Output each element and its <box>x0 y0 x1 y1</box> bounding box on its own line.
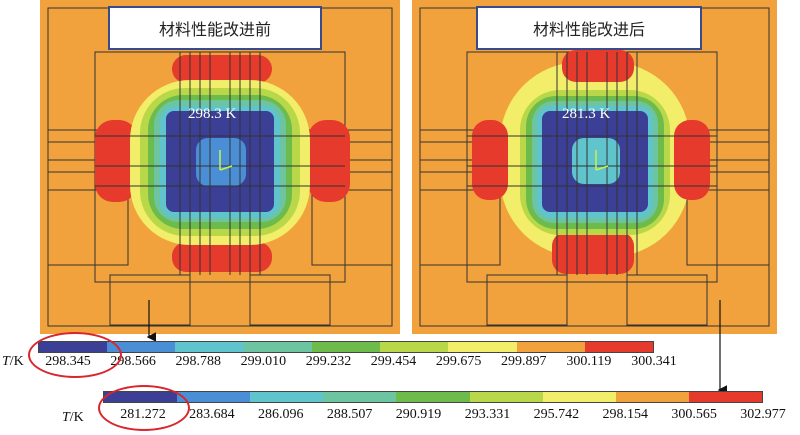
scale-tick-label: 288.507 <box>326 407 373 422</box>
thermal-contour-before <box>40 0 400 334</box>
scale-tick-label: 300.565 <box>671 407 717 422</box>
scale-segment <box>107 342 176 352</box>
scale-tick-label: 293.331 <box>464 407 511 422</box>
scale-tick-label: 302.977 <box>740 407 786 422</box>
scale-segment <box>380 342 449 352</box>
scale-tick-label: 299.232 <box>305 354 352 369</box>
color-scale-after <box>103 391 763 403</box>
scale-segment <box>243 342 312 352</box>
thermal-map-after: 材料性能改进后 281.3 K <box>412 0 777 334</box>
scale-segment <box>250 392 324 402</box>
scale-tick-label: 298.788 <box>175 354 221 369</box>
scale-segment <box>615 392 689 402</box>
scale-tick-label: 286.096 <box>258 407 304 422</box>
scale-segment <box>688 392 762 402</box>
scale-segment <box>175 342 244 352</box>
scale-segment <box>311 342 381 352</box>
scale-segment <box>542 392 616 402</box>
scale-tick-label: 299.454 <box>370 354 417 369</box>
scale-segment <box>469 392 543 402</box>
scale-tick-label: 298.154 <box>602 407 648 422</box>
center-temperature-after: 281.3 K <box>562 106 611 122</box>
scale-tick-label: 283.684 <box>189 407 235 422</box>
highlight-circle-before <box>28 332 122 378</box>
scale-tick-label: 300.119 <box>566 354 612 369</box>
scale-tick-label: 299.010 <box>240 354 287 369</box>
color-scale-before <box>38 341 654 353</box>
scale-tick-label: 299.675 <box>435 354 482 369</box>
scale-tick-label: 290.919 <box>395 407 442 422</box>
scale-tick-label: 300.341 <box>631 354 677 369</box>
scale-ticks-after: 281.272 283.684 286.096 288.507 290.919 293.3… <box>0 407 800 427</box>
scale-tick-label: 299.897 <box>501 354 547 369</box>
scale-segment <box>448 342 517 352</box>
scale-segment <box>396 392 470 402</box>
scale-tick-label: 295.742 <box>533 407 580 422</box>
scale-segment <box>177 392 251 402</box>
thermal-contour-after <box>412 0 777 334</box>
scale-unit-before: T/K <box>2 354 24 369</box>
panel-title-after: 材料性能改进后 <box>476 6 702 50</box>
scale-segment <box>323 392 397 402</box>
scale-segment <box>584 342 653 352</box>
panel-title-before: 材料性能改进前 <box>108 6 322 50</box>
thermal-map-before: 材料性能改进前 298.3 K <box>40 0 400 334</box>
scale-unit-after: T/K <box>62 410 84 425</box>
scale-segment <box>516 342 585 352</box>
highlight-circle-after <box>98 385 190 431</box>
center-temperature-before: 298.3 K <box>188 106 237 122</box>
scale-tick-label: 298.566 <box>110 354 156 369</box>
